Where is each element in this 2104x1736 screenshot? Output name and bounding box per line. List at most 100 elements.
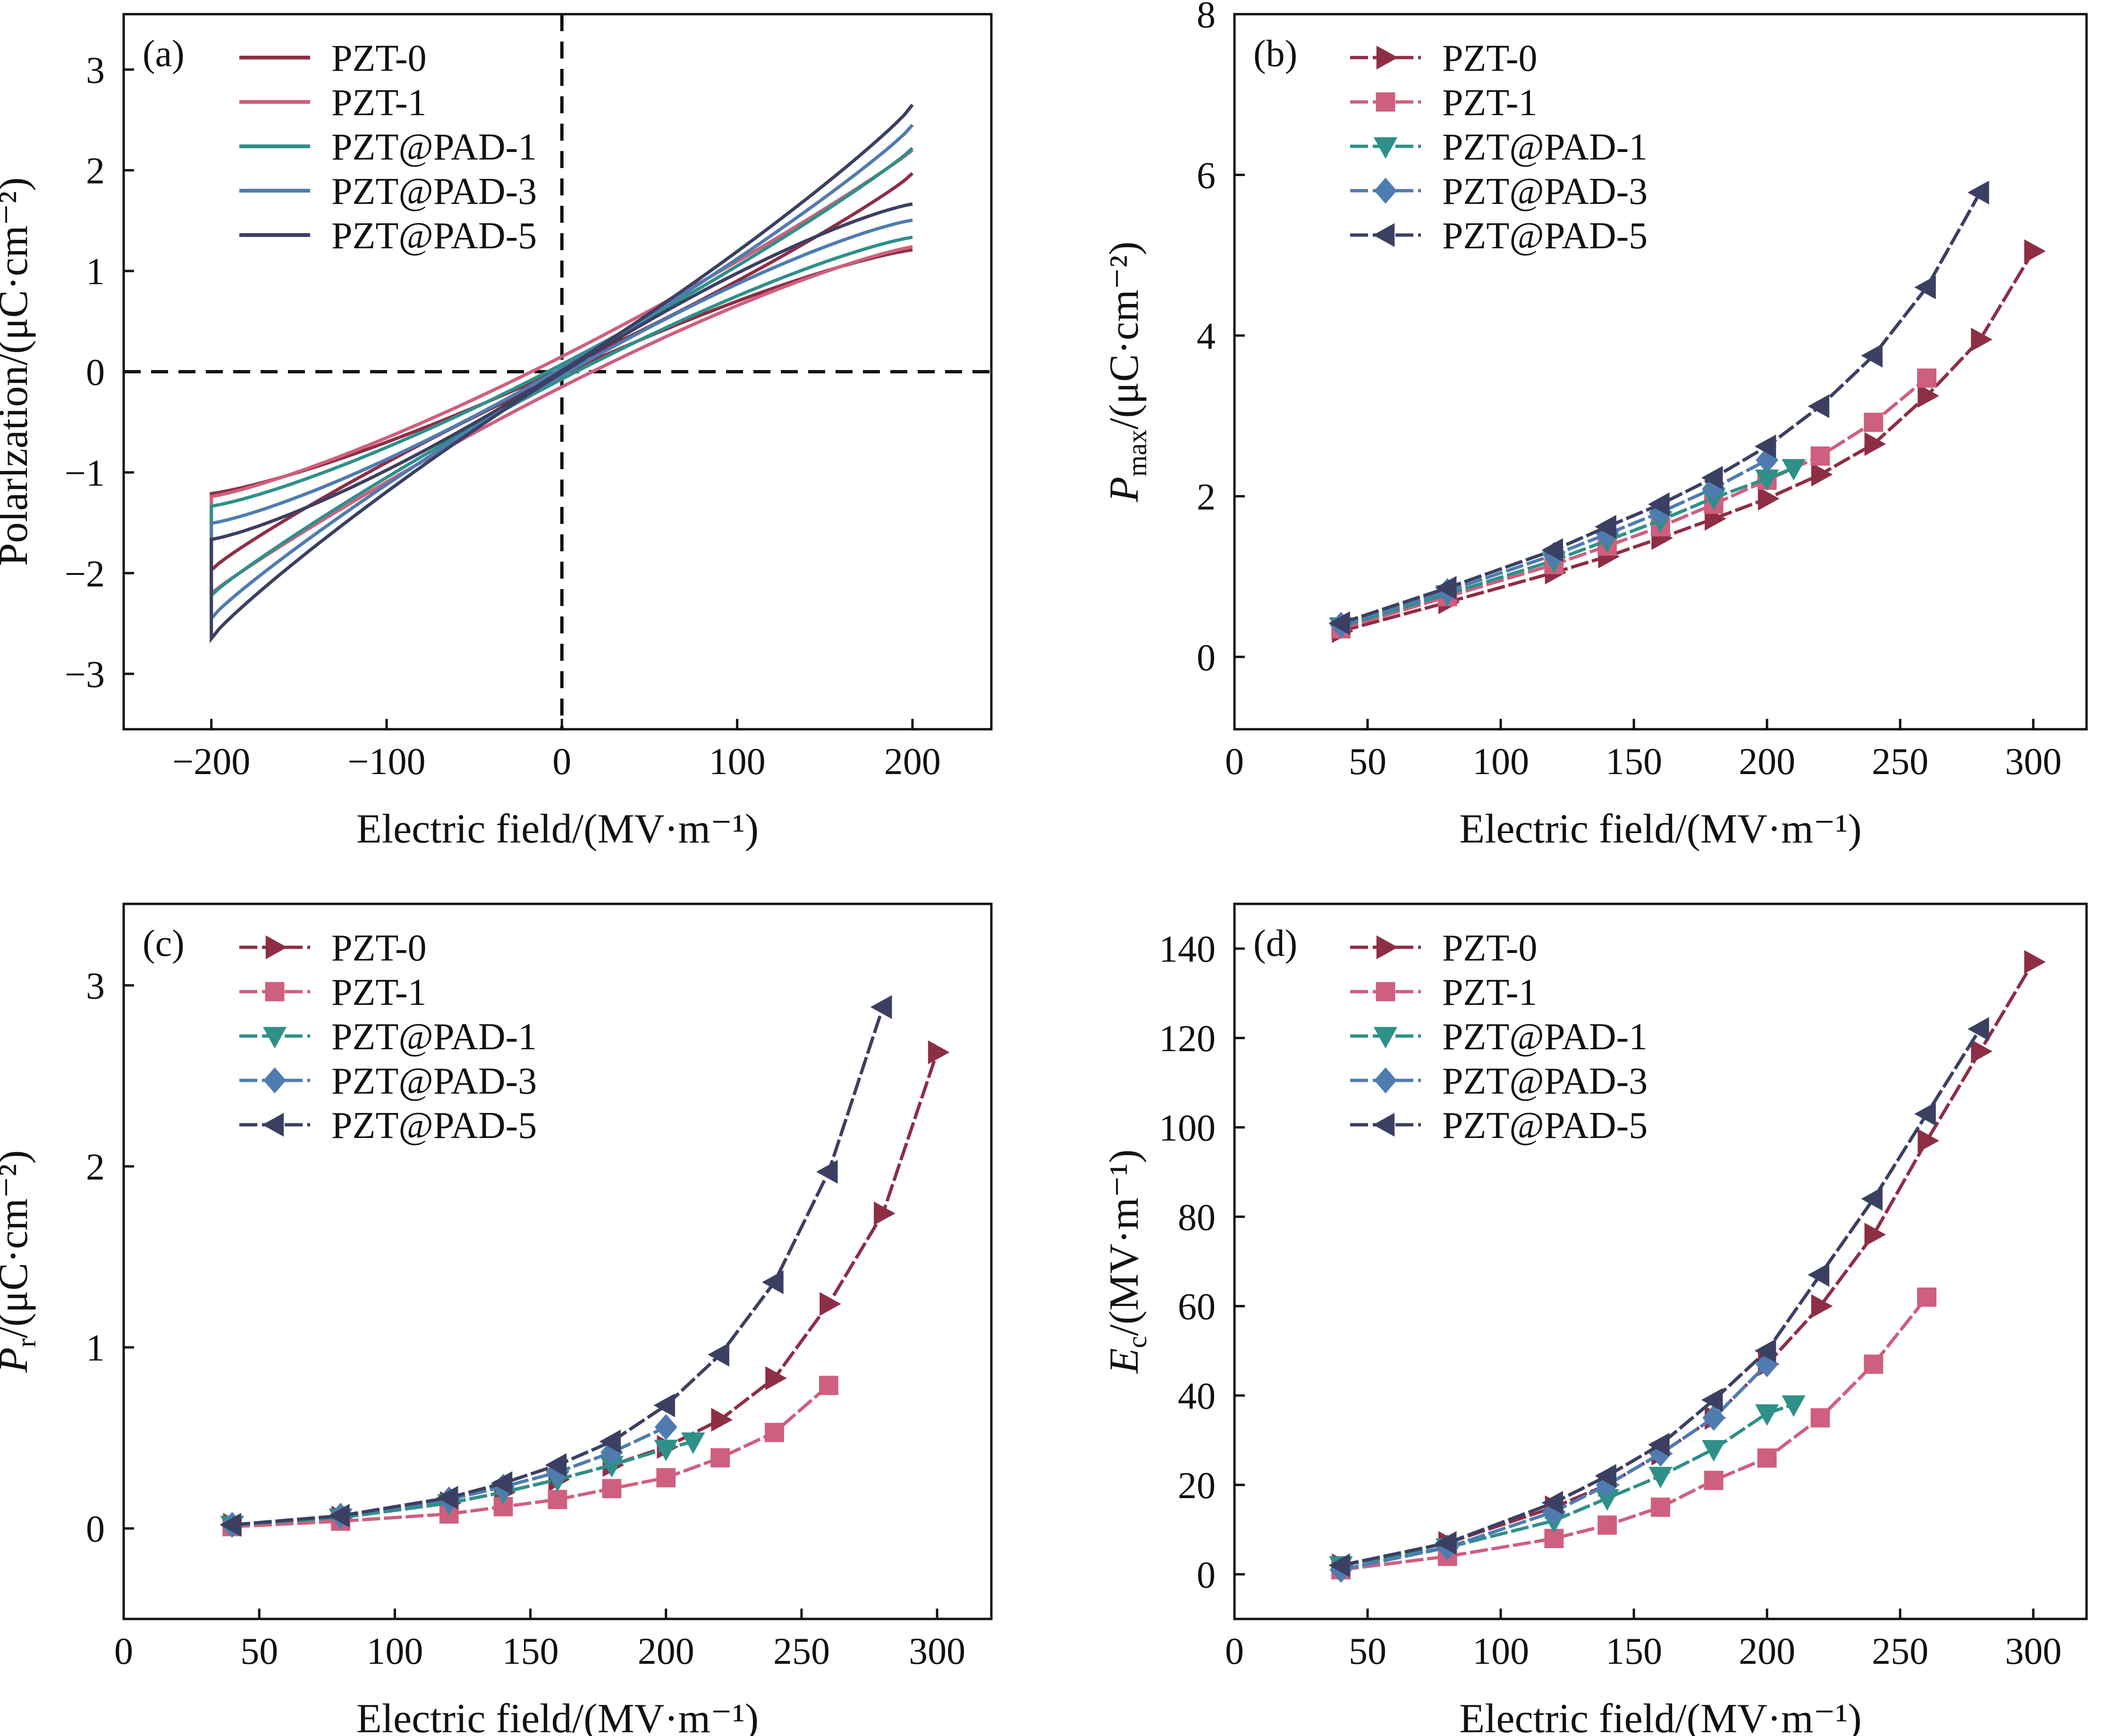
- data-point-pzt-0: [1758, 487, 1780, 511]
- x-tick-label: 200: [884, 741, 941, 783]
- legend-marker: [1376, 92, 1395, 112]
- data-point-pzt-1: [710, 1448, 730, 1468]
- data-point-pzt-at-pad-5: [1861, 1187, 1883, 1211]
- y-axis-label: Pmax/(μC·cm⁻²): [1101, 241, 1152, 502]
- y-tick-label: 3: [86, 50, 105, 91]
- axes-frame: [1233, 902, 2088, 1620]
- data-point-pzt-at-pad-5: [1435, 1531, 1457, 1555]
- x-tick-label: 100: [1472, 741, 1529, 783]
- data-point-pzt-at-pad-5: [1914, 1102, 1936, 1126]
- y-axis-label-units: /(μC·cm⁻²): [0, 1150, 36, 1339]
- data-point-pzt-at-pad-5: [1754, 434, 1776, 459]
- data-point-pzt-0: [928, 1040, 950, 1064]
- legend-marker: [265, 982, 285, 1002]
- legend-item: PZT@PAD-1: [239, 126, 537, 168]
- legend-marker: [263, 1067, 286, 1094]
- loop-pzt-at-pad-5: [210, 103, 914, 643]
- legend-item: PZT@PAD-5: [1350, 215, 1648, 257]
- legend-marker: [1374, 1067, 1397, 1094]
- series-line-pzt-at-pad-5: [232, 1006, 885, 1527]
- data-point-pzt-at-pad-1: [654, 1440, 678, 1461]
- legend-label: PZT@PAD-1: [1442, 1016, 1648, 1058]
- y-axis-label-units: /(μC·cm⁻²): [1101, 241, 1147, 430]
- legend-item: PZT@PAD-1: [1350, 1016, 1648, 1058]
- x-tick-label: 150: [1605, 1631, 1662, 1672]
- x-tick-label: 50: [1349, 1631, 1386, 1672]
- data-point-pzt-at-pad-5: [1967, 180, 1989, 205]
- data-point-pzt-1: [1651, 1497, 1670, 1517]
- legend-item: PZT@PAD-3: [239, 1061, 537, 1102]
- legend-label: PZT@PAD-3: [331, 1061, 537, 1102]
- legend-label: PZT@PAD-5: [331, 215, 537, 257]
- y-tick-label: 0: [1197, 637, 1216, 679]
- legend-item: PZT@PAD-1: [1350, 126, 1648, 168]
- data-point-pzt-1: [1810, 1408, 1830, 1428]
- x-axis-label: Electric field/(MV·m⁻¹): [1459, 1696, 1861, 1736]
- legend-marker: [1376, 982, 1395, 1002]
- y-tick-label: 6: [1197, 155, 1216, 196]
- x-axis-label: Electric field/(MV·m⁻¹): [356, 1696, 759, 1736]
- legend-label: PZT@PAD-5: [1442, 215, 1648, 257]
- y-tick-label: 8: [1197, 0, 1216, 36]
- legend-label: PZT-1: [331, 972, 427, 1013]
- x-axis-label: Electric field/(MV·m⁻¹): [356, 806, 759, 852]
- legend-item: PZT-1: [239, 82, 427, 124]
- panel-label: (a): [143, 33, 185, 75]
- data-point-pzt-at-pad-5: [220, 1513, 241, 1537]
- y-tick-label: −3: [65, 654, 105, 696]
- data-point-pzt-at-pad-5: [1754, 1339, 1776, 1363]
- data-point-pzt-at-pad-5: [1648, 1433, 1670, 1457]
- legend-label: PZT@PAD-1: [331, 126, 537, 168]
- data-point-pzt-1: [1917, 1287, 1936, 1307]
- data-point-pzt-0: [874, 1201, 896, 1226]
- legend-item: PZT-1: [239, 972, 427, 1013]
- x-tick-label: 100: [709, 741, 766, 783]
- data-point-pzt-0: [2024, 950, 2046, 974]
- y-tick-label: 100: [1159, 1107, 1216, 1149]
- x-tick-label: 100: [1472, 1631, 1529, 1672]
- y-tick-label: 20: [1178, 1465, 1216, 1507]
- data-point-pzt-at-pad-5: [816, 1160, 838, 1184]
- x-tick-label: 200: [1739, 741, 1795, 783]
- data-point-pzt-1: [1864, 1354, 1884, 1374]
- legend-label: PZT@PAD-1: [1442, 126, 1648, 168]
- legend-label: PZT-0: [1442, 38, 1538, 79]
- legend-item: PZT@PAD-5: [1350, 1105, 1648, 1146]
- x-tick-label: 300: [2005, 1631, 2062, 1672]
- data-point-pzt-1: [1810, 446, 1830, 466]
- legend-item: PZT@PAD-3: [1350, 1061, 1648, 1102]
- legend-label: PZT-1: [331, 82, 427, 124]
- axes-frame: [1233, 13, 2088, 731]
- y-tick-label: 0: [86, 352, 105, 394]
- data-point-pzt-at-pad-5: [1648, 492, 1670, 516]
- panel-label: (c): [143, 923, 185, 964]
- legend-marker: [262, 1027, 287, 1049]
- legend-label: PZT-0: [331, 927, 427, 969]
- data-point-pzt-1: [602, 1479, 622, 1499]
- data-point-pzt-0: [1971, 328, 1993, 352]
- y-axis-label: Ec/(MV·m⁻¹): [1101, 1149, 1152, 1374]
- legend-item: PZT-0: [239, 38, 427, 79]
- legend-marker: [1373, 1027, 1398, 1049]
- y-axis-label-main: P: [0, 1348, 36, 1374]
- y-tick-label: 3: [86, 966, 105, 1007]
- x-tick-label: 50: [240, 1631, 278, 1672]
- data-point-pzt-at-pad-1: [1755, 469, 1779, 491]
- legend-marker: [265, 935, 287, 960]
- data-point-pzt-at-pad-5: [762, 1270, 784, 1294]
- data-point-pzt-at-pad-5: [490, 1471, 513, 1495]
- y-tick-label: 120: [1159, 1018, 1216, 1060]
- legend-label: PZT@PAD-1: [331, 1016, 537, 1058]
- legend-label: PZT-1: [1442, 972, 1538, 1013]
- data-point-pzt-at-pad-5: [870, 995, 892, 1019]
- x-tick-label: 0: [552, 741, 571, 783]
- data-point-pzt-0: [711, 1407, 733, 1432]
- data-point-pzt-1: [1597, 1515, 1617, 1535]
- data-point-pzt-at-pad-5: [1808, 394, 1830, 418]
- data-point-pzt-1: [1704, 1471, 1724, 1490]
- data-point-pzt-at-pad-3: [654, 1414, 677, 1441]
- data-point-pzt-0: [1811, 1294, 1833, 1318]
